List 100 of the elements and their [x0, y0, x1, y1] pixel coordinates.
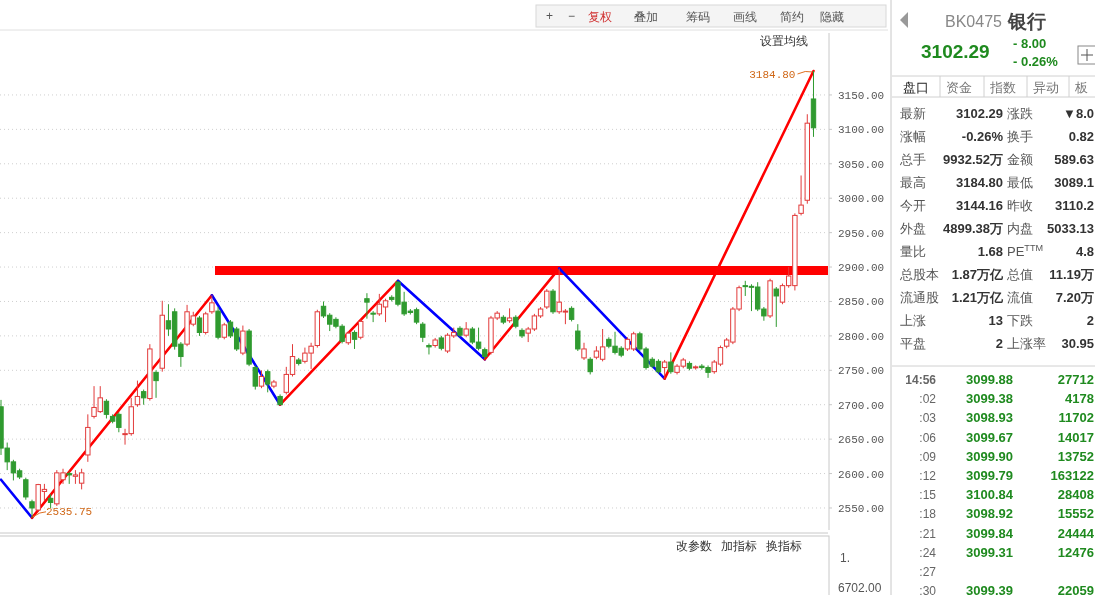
text: 最高 [900, 175, 926, 190]
text: 换指标 [766, 539, 802, 553]
text: 1.21万亿 [951, 290, 1004, 305]
text: 上涨率 [1007, 336, 1046, 351]
y-tick-label: 2950.00 [838, 227, 885, 240]
text: ▼8.0 [1063, 106, 1094, 121]
candlestick [544, 288, 550, 310]
text: 下跌 [1007, 313, 1033, 328]
y-tick-label: 2800.00 [838, 330, 885, 343]
candlestick [202, 311, 209, 335]
annotation: 3184.80 [749, 69, 796, 81]
text: 改参数 [676, 539, 712, 553]
candlestick [420, 321, 426, 343]
y-tick-label: 3050.00 [838, 158, 885, 171]
candlestick [153, 369, 159, 399]
text: :06 3099.67 14017 [919, 429, 1094, 445]
y-tick-label: 2650.00 [838, 434, 885, 447]
text: 流通股 [900, 290, 939, 305]
text: BK0475 [945, 13, 1003, 30]
candlestick [370, 310, 376, 323]
text: :30 3099.39 22059 [919, 583, 1094, 595]
text: 平盘 [900, 336, 926, 351]
text: - 8.00 [1013, 36, 1047, 51]
text: 叠加 [634, 10, 658, 24]
y-tick-label: 3150.00 [838, 89, 885, 102]
text: - 0.26% [1013, 54, 1059, 69]
text: :15 3100.84 28408 [919, 487, 1094, 503]
text: 昨收 [1007, 198, 1033, 213]
text: 复权 [588, 10, 612, 24]
text: 指数 [989, 80, 1016, 95]
text: 3102.29 [956, 106, 1003, 121]
text: 1. [840, 551, 851, 565]
text: 今开 [900, 198, 926, 213]
candlestick [196, 315, 203, 337]
text: 加指标 [721, 539, 757, 553]
text: :21 3099.84 24444 [919, 525, 1094, 541]
text: 2 [995, 336, 1003, 351]
text: 4.8 [1075, 244, 1094, 259]
text: + [546, 9, 554, 23]
text: :18 3098.92 15552 [919, 506, 1094, 522]
text: 外盘 [900, 221, 926, 236]
candlestick [134, 380, 141, 408]
candlestick [351, 329, 358, 350]
y-tick-label: 2900.00 [838, 262, 885, 275]
candlestick [23, 477, 29, 501]
text: :24 3099.31 12476 [919, 544, 1094, 560]
text: 异动 [1033, 80, 1059, 95]
candlestick [209, 294, 215, 315]
candlestick [773, 286, 779, 328]
candlestick [358, 318, 364, 340]
text: 银行 [1007, 11, 1046, 32]
y-tick-label: 2850.00 [838, 296, 885, 309]
text: 涨幅 [900, 129, 926, 144]
y-tick-label: 2750.00 [838, 365, 885, 378]
text: 隐藏 [820, 10, 844, 24]
candlestick [798, 174, 804, 216]
candlestick [550, 288, 556, 315]
text: 内盘 [1007, 221, 1033, 236]
text: 最新 [900, 106, 926, 121]
candlestick [426, 342, 432, 355]
text: :27 [919, 565, 937, 579]
text: 11.19万 [1049, 267, 1094, 282]
text: 盘口 [903, 80, 929, 95]
text: 画线 [733, 10, 757, 24]
text: 筹码 [686, 10, 710, 24]
candlestick [364, 292, 370, 320]
text: :02 3099.38 4178 [919, 391, 1094, 407]
candlestick [575, 323, 581, 352]
text: 简约 [780, 10, 804, 24]
candlestick [265, 369, 271, 393]
text: 14:56 3099.88 27712 [905, 372, 1094, 387]
text: 流值 [1007, 290, 1033, 305]
text: 2 [1086, 313, 1094, 328]
text: 9932.52万 [943, 152, 1003, 167]
text: 4899.38万 [943, 221, 1003, 236]
y-tick-label: 2550.00 [838, 502, 885, 515]
text: 总手 [899, 152, 926, 167]
text: 30.95 [1061, 336, 1094, 351]
text: -0.26% [961, 129, 1004, 144]
text: 13 [988, 313, 1003, 328]
text: :12 3099.79 163122 [919, 468, 1094, 483]
text: 3102.29 [921, 41, 990, 62]
annotation: 设置均线 [760, 34, 808, 48]
text: 最低 [1007, 175, 1033, 190]
text: 3089.1 [1054, 175, 1094, 190]
text: PE$^{TTM}$ [1007, 243, 1044, 259]
y-tick-label: 3000.00 [838, 193, 885, 206]
text: 总值 [1006, 267, 1033, 282]
candlestick [668, 351, 674, 375]
annotation: 2535.75 [46, 505, 93, 518]
candlestick [661, 359, 668, 380]
text: 换手 [1007, 129, 1033, 144]
text: 0.82 [1068, 129, 1094, 144]
text: − [568, 9, 576, 23]
y-tick-label: 2700.00 [838, 399, 885, 412]
text: 板 [1074, 80, 1088, 95]
text: 589.63 [1054, 152, 1094, 167]
text: 1.87万亿 [951, 267, 1004, 282]
candlestick [103, 398, 110, 419]
text: 1.68 [977, 244, 1003, 259]
